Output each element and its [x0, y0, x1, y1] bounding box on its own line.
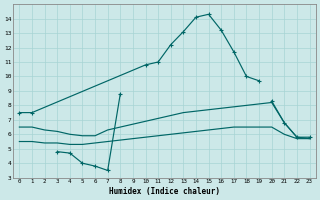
X-axis label: Humidex (Indice chaleur): Humidex (Indice chaleur): [109, 187, 220, 196]
